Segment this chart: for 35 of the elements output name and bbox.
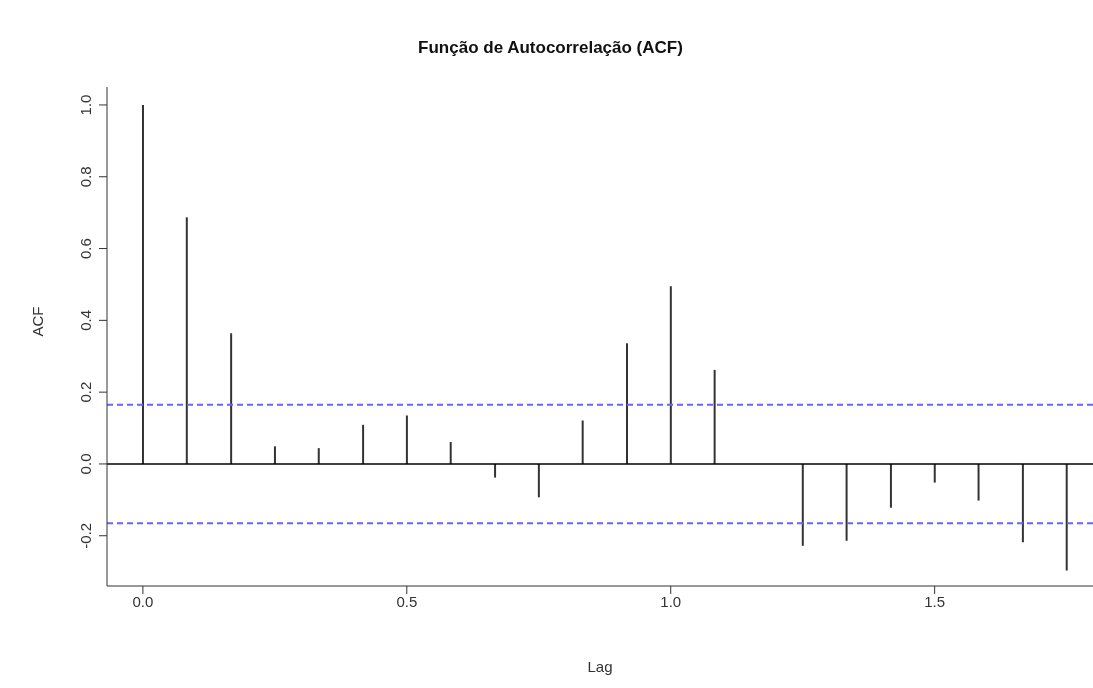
bar xyxy=(230,333,233,464)
bar xyxy=(273,446,276,464)
y-tick-label: -0.2 xyxy=(77,522,94,549)
x-tick-label: 0.5 xyxy=(396,592,418,610)
bar xyxy=(537,463,540,498)
bar xyxy=(317,448,320,464)
bar xyxy=(185,217,188,464)
bar xyxy=(494,463,497,478)
y-tick-label: 0.8 xyxy=(77,166,94,188)
y-tick-label: 0.4 xyxy=(77,309,94,331)
bar xyxy=(977,463,980,501)
bar xyxy=(889,463,892,508)
bar xyxy=(845,463,848,541)
y-tick-label: 0.2 xyxy=(77,381,94,403)
bar xyxy=(449,442,452,464)
bar xyxy=(362,424,365,464)
bar xyxy=(141,104,144,464)
y-tick-label: 1.0 xyxy=(77,94,94,116)
bar xyxy=(581,420,584,464)
y-tick-label: 0.0 xyxy=(77,453,94,475)
bar xyxy=(801,463,804,546)
x-axis-title: Lag xyxy=(587,658,613,675)
bar xyxy=(669,286,672,464)
y-axis-title: ACF xyxy=(29,306,47,337)
chart-title: Função de Autocorrelação (ACF) xyxy=(417,38,684,58)
bar xyxy=(1021,463,1024,543)
bar xyxy=(626,343,629,464)
y-tick-label: 0.6 xyxy=(77,238,94,259)
bar xyxy=(1065,463,1068,571)
x-tick-label: 1.5 xyxy=(924,592,946,610)
x-tick-label: 0.0 xyxy=(132,592,154,610)
bar xyxy=(405,415,408,464)
x-tick-label: 1.0 xyxy=(660,592,682,610)
bar xyxy=(713,369,716,464)
bar xyxy=(933,463,936,483)
